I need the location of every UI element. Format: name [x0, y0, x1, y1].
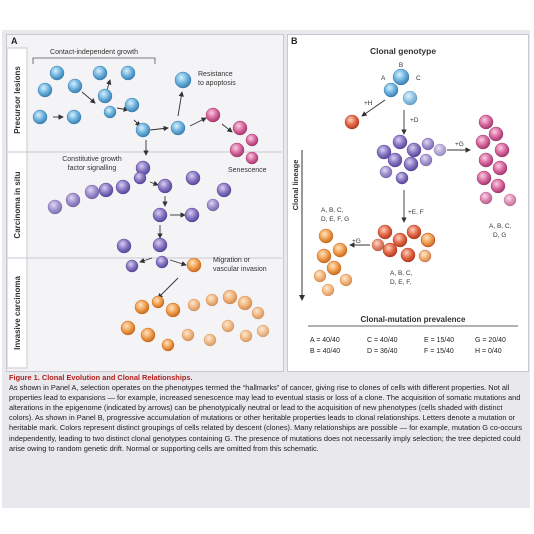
label-plus-d: +D: [410, 117, 419, 124]
genotype-right-2: D, G: [493, 232, 506, 239]
prevalence-b: B = 40/40: [310, 348, 340, 355]
prevalence-h: H = 0/40: [475, 348, 502, 355]
panel-a-letter: A: [11, 36, 18, 46]
figure-caption: Figure 1. Clonal Evolution and Clonal Re…: [9, 373, 525, 454]
caption-body: As shown in Panel A, selection operates …: [9, 383, 523, 453]
label-contact: Contact-independent growth: [50, 49, 138, 56]
genotype-mid-1: A, B, C,: [390, 270, 413, 277]
label-migration-1: Migration or: [213, 257, 251, 264]
genotype-left-2: D, E, F, G: [321, 216, 349, 223]
label-plus-h: +H: [364, 100, 373, 107]
panel-b-red-cells: [371, 224, 436, 263]
label-constitutive-2: factor signalling: [68, 165, 117, 172]
label-constitutive-1: Constitutive growth: [62, 156, 122, 163]
stage-label-cis: Carcinoma in situ: [13, 171, 22, 238]
prevalence-f: F = 15/40: [424, 348, 454, 355]
label-a: A: [381, 75, 386, 82]
label-senescence: Senescence: [228, 167, 267, 174]
prevalence-g: G = 20/40: [475, 337, 506, 344]
prevalence-a: A = 40/40: [310, 337, 340, 344]
label-resistance-1: Resistance: [198, 71, 233, 78]
panel-a-purple-cells: [47, 160, 232, 273]
prevalence-e: E = 15/40: [424, 337, 454, 344]
panel-b-arrows: [349, 99, 471, 248]
prevalence-d: D = 36/40: [367, 348, 398, 355]
panel-b-purple-cells: [376, 134, 447, 185]
prevalence-c: C = 40/40: [367, 337, 398, 344]
panel-a-pink-cells: [205, 107, 259, 165]
genotype-right-1: A, B, C,: [489, 223, 512, 230]
panel-b-red-cell: [344, 114, 360, 130]
panel-b-title: Clonal genotype: [370, 46, 436, 56]
panel-b-blue-cells: [383, 68, 418, 106]
panel-b-letter: B: [291, 36, 298, 46]
caption-title: Figure 1. Clonal Evolution and Clonal Re…: [9, 373, 193, 382]
prevalence-title: Clonal-mutation prevalence: [361, 315, 466, 324]
stage-label-invasive: Invasive carcinoma: [13, 276, 22, 350]
label-resistance-2: to apoptosis: [198, 80, 236, 87]
lineage-axis-label: Clonal lineage: [291, 160, 300, 211]
genotype-left-1: A, B, C,: [321, 207, 344, 214]
prevalence-table: A = 40/40 C = 40/40 E = 15/40 G = 20/40 …: [310, 337, 506, 355]
label-b: B: [399, 62, 403, 69]
label-plus-g-left: +G: [352, 238, 361, 245]
panel-a-orange-cells: [120, 257, 270, 352]
label-c: C: [416, 75, 421, 82]
panel-b-orange-cells: [313, 228, 353, 297]
panel-a-blue-cells: [32, 65, 192, 138]
genotype-mid-2: D, E, F,: [390, 279, 412, 286]
label-plus-ef: +E, F: [408, 209, 424, 216]
stage-label-precursor: Precursor lesions: [13, 66, 22, 134]
label-migration-2: vascular invasion: [213, 266, 267, 273]
panel-a-arrows: [53, 79, 233, 299]
label-plus-g-right: +G: [455, 141, 464, 148]
contact-bracket: [32, 57, 156, 64]
panel-b-pink-cells: [475, 114, 517, 207]
